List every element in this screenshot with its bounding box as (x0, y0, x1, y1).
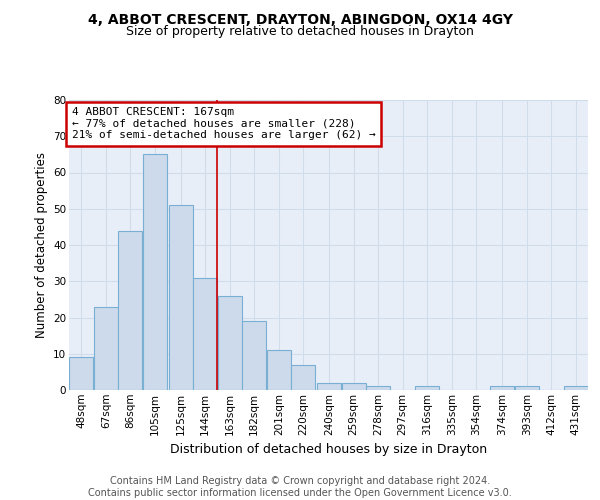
Text: Contains HM Land Registry data © Crown copyright and database right 2024.
Contai: Contains HM Land Registry data © Crown c… (88, 476, 512, 498)
Text: Size of property relative to detached houses in Drayton: Size of property relative to detached ho… (126, 25, 474, 38)
Bar (267, 350, 291, 390)
Bar (193, 278, 217, 390)
Bar (218, 296, 242, 390)
X-axis label: Distribution of detached houses by size in Drayton: Distribution of detached houses by size … (170, 443, 487, 456)
Bar (143, 154, 167, 390)
Text: 4 ABBOT CRESCENT: 167sqm
← 77% of detached houses are smaller (228)
21% of semi-: 4 ABBOT CRESCENT: 167sqm ← 77% of detach… (71, 108, 376, 140)
Bar (515, 386, 539, 390)
Bar (291, 364, 316, 390)
Bar (341, 383, 366, 390)
Bar (242, 321, 266, 390)
Bar (94, 306, 118, 390)
Bar (317, 383, 341, 390)
Bar (69, 358, 94, 390)
Bar (366, 386, 390, 390)
Text: 4, ABBOT CRESCENT, DRAYTON, ABINGDON, OX14 4GY: 4, ABBOT CRESCENT, DRAYTON, ABINGDON, OX… (88, 12, 512, 26)
Y-axis label: Number of detached properties: Number of detached properties (35, 152, 47, 338)
Bar (563, 386, 588, 390)
Bar (118, 230, 142, 390)
Bar (490, 386, 514, 390)
Bar (415, 386, 439, 390)
Bar (169, 205, 193, 390)
